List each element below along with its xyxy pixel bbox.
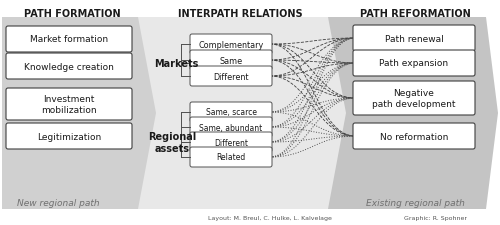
Text: Related: Related: [216, 153, 246, 162]
Text: Same: Same: [220, 56, 242, 65]
Text: Existing regional path: Existing regional path: [366, 199, 464, 208]
Text: Different: Different: [213, 72, 249, 81]
Text: Markets: Markets: [154, 59, 198, 69]
FancyBboxPatch shape: [353, 26, 475, 52]
Polygon shape: [138, 18, 348, 209]
Text: Same, abundant: Same, abundant: [200, 123, 262, 132]
Text: New regional path: New regional path: [16, 199, 100, 208]
Text: Path renewal: Path renewal: [384, 34, 444, 43]
FancyBboxPatch shape: [353, 82, 475, 115]
FancyBboxPatch shape: [6, 54, 132, 80]
Polygon shape: [328, 18, 498, 209]
FancyBboxPatch shape: [353, 124, 475, 149]
Text: Legitimization: Legitimization: [37, 132, 101, 141]
Text: Knowledge creation: Knowledge creation: [24, 62, 114, 71]
Text: Graphic: R. Spohner: Graphic: R. Spohner: [404, 216, 466, 220]
Text: Complementary: Complementary: [198, 40, 264, 49]
Text: No reformation: No reformation: [380, 132, 448, 141]
FancyBboxPatch shape: [190, 51, 272, 71]
Text: PATH REFORMATION: PATH REFORMATION: [360, 9, 470, 19]
FancyBboxPatch shape: [190, 147, 272, 167]
FancyBboxPatch shape: [190, 117, 272, 137]
Text: INTERPATH RELATIONS: INTERPATH RELATIONS: [178, 9, 302, 19]
Text: Layout: M. Breul, C. Hulke, L. Kalvelage: Layout: M. Breul, C. Hulke, L. Kalvelage: [208, 216, 332, 220]
Text: Path expansion: Path expansion: [380, 59, 448, 68]
FancyBboxPatch shape: [353, 51, 475, 77]
Text: Different: Different: [214, 138, 248, 147]
FancyBboxPatch shape: [190, 103, 272, 122]
FancyBboxPatch shape: [6, 124, 132, 149]
FancyBboxPatch shape: [6, 89, 132, 120]
Text: Same, scarce: Same, scarce: [206, 108, 256, 117]
FancyBboxPatch shape: [190, 132, 272, 152]
FancyBboxPatch shape: [190, 67, 272, 87]
Polygon shape: [2, 18, 160, 209]
Text: Regional
assets: Regional assets: [148, 132, 196, 153]
Text: Investment
mobilization: Investment mobilization: [41, 95, 97, 114]
Text: PATH FORMATION: PATH FORMATION: [24, 9, 120, 19]
Text: Negative
path development: Negative path development: [372, 89, 456, 108]
Text: Market formation: Market formation: [30, 35, 108, 44]
FancyBboxPatch shape: [190, 35, 272, 55]
FancyBboxPatch shape: [6, 27, 132, 53]
